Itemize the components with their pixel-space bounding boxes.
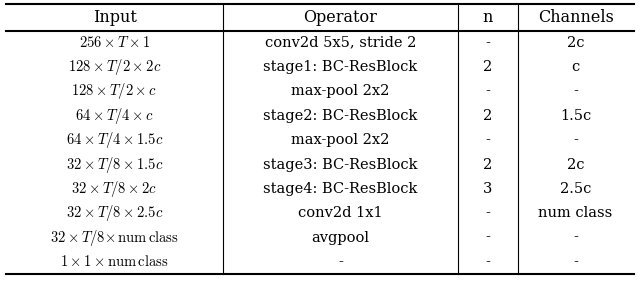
- Text: stage4: BC-ResBlock: stage4: BC-ResBlock: [263, 182, 417, 196]
- Text: avgpool: avgpool: [312, 230, 369, 245]
- Text: $64 \times T/4 \times c$: $64 \times T/4 \times c$: [75, 106, 154, 126]
- Text: $128 \times T/2 \times 2c$: $128 \times T/2 \times 2c$: [68, 57, 161, 77]
- Text: $32 \times T/8 \times 1.5c$: $32 \times T/8 \times 1.5c$: [66, 154, 163, 175]
- Text: stage1: BC-ResBlock: stage1: BC-ResBlock: [263, 60, 417, 74]
- Text: 3: 3: [483, 182, 492, 196]
- Text: n: n: [483, 9, 493, 26]
- Text: max-pool 2x2: max-pool 2x2: [291, 84, 390, 99]
- Text: -: -: [573, 84, 578, 99]
- Text: stage3: BC-ResBlock: stage3: BC-ResBlock: [263, 157, 418, 172]
- Text: $32 \times T/8 \times 2c$: $32 \times T/8 \times 2c$: [72, 179, 157, 199]
- Text: Input: Input: [93, 9, 136, 26]
- Text: $256 \times T \times 1$: $256 \times T \times 1$: [79, 35, 150, 50]
- Text: 2: 2: [483, 60, 492, 74]
- Text: 2c: 2c: [567, 157, 584, 172]
- Text: 2c: 2c: [567, 36, 584, 50]
- Text: Channels: Channels: [538, 9, 614, 26]
- Text: $32 \times T/8{\times}\,\mathrm{num\,class}$: $32 \times T/8{\times}\,\mathrm{num\,cla…: [50, 228, 179, 248]
- Text: 2: 2: [483, 157, 492, 172]
- Text: conv2d 1x1: conv2d 1x1: [298, 206, 383, 220]
- Text: -: -: [485, 206, 490, 220]
- Text: $128 \times T/2 \times c$: $128 \times T/2 \times c$: [72, 81, 157, 102]
- Text: -: -: [485, 255, 490, 269]
- Text: 2.5c: 2.5c: [560, 182, 591, 196]
- Text: max-pool 2x2: max-pool 2x2: [291, 133, 390, 147]
- Text: $1 \times 1 \times \mathrm{num\,class}$: $1 \times 1 \times \mathrm{num\,class}$: [60, 255, 169, 269]
- Text: -: -: [485, 133, 490, 147]
- Text: -: -: [485, 230, 490, 245]
- Text: 1.5c: 1.5c: [560, 109, 591, 123]
- Text: -: -: [573, 133, 578, 147]
- Text: stage2: BC-ResBlock: stage2: BC-ResBlock: [263, 109, 417, 123]
- Text: -: -: [485, 84, 490, 99]
- Text: -: -: [573, 230, 578, 245]
- Text: -: -: [573, 255, 578, 269]
- Text: 2: 2: [483, 109, 492, 123]
- Text: $32 \times T/8 \times 2.5c$: $32 \times T/8 \times 2.5c$: [66, 203, 163, 223]
- Text: -: -: [485, 36, 490, 50]
- Text: Operator: Operator: [303, 9, 378, 26]
- Text: -: -: [338, 255, 343, 269]
- Text: c: c: [572, 60, 580, 74]
- Text: num class: num class: [538, 206, 612, 220]
- Text: $64 \times T/4 \times 1.5c$: $64 \times T/4 \times 1.5c$: [66, 130, 163, 150]
- Text: conv2d 5x5, stride 2: conv2d 5x5, stride 2: [265, 36, 416, 50]
